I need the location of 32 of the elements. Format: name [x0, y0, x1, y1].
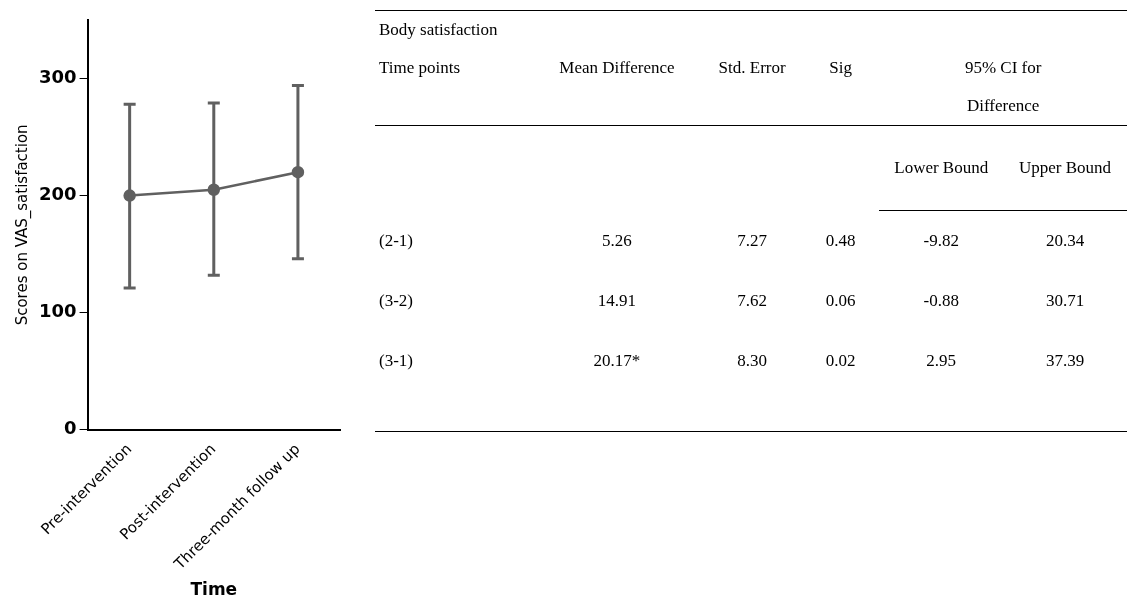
y-tick-label: 100	[39, 300, 77, 322]
text: Sig	[802, 49, 880, 126]
y-tick-label: 200	[39, 183, 77, 205]
text: Time points	[375, 49, 532, 126]
text: 0.48	[824, 229, 857, 252]
text: 7.27	[736, 229, 768, 252]
text: 5.26	[601, 229, 633, 252]
text: 20.17*	[531, 331, 703, 432]
text: Upper Bound	[1003, 125, 1127, 211]
text: 37.39	[1003, 331, 1127, 432]
text: Body satisfaction	[375, 10, 1127, 49]
y-tick-label: 0	[64, 417, 77, 439]
text: 7.62	[736, 290, 768, 312]
text: Mean Difference	[531, 49, 703, 126]
text: (3-1)	[375, 331, 532, 432]
text: -0.88	[922, 290, 960, 312]
y-axis-title: Scores on VAS_satisfaction	[12, 124, 32, 326]
text: 2.95	[879, 331, 1004, 432]
text: 14.91	[596, 290, 638, 312]
text: 0.06	[824, 290, 857, 312]
y-tick-label: 300	[39, 66, 77, 88]
text: Std. Error	[702, 49, 803, 126]
text: (2-1)	[378, 229, 414, 252]
x-axis-title: Time	[190, 579, 238, 600]
text: 95% CI for Difference	[879, 49, 1127, 126]
text: (3-2)	[378, 290, 414, 312]
text: 8.30	[702, 331, 803, 432]
text: 30.71	[1044, 290, 1086, 312]
text: 0.02	[802, 331, 880, 432]
text: Lower Bound	[879, 125, 1004, 211]
text: 20.34	[1044, 230, 1086, 252]
text: -9.82	[922, 230, 960, 252]
